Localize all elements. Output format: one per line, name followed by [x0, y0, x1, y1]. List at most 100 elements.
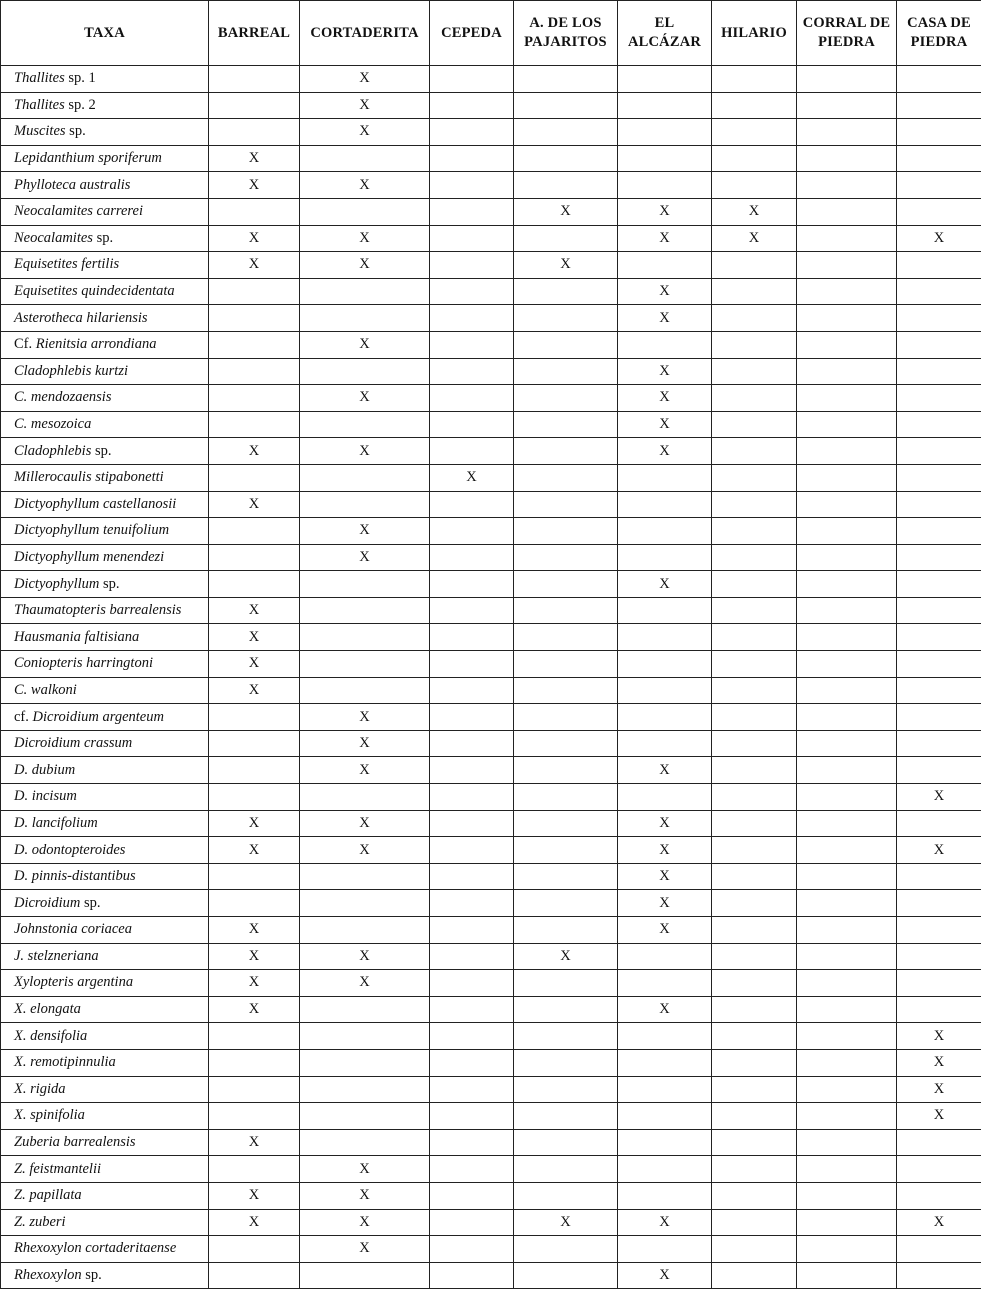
occurrence-cell [299, 650, 430, 678]
occurrence-cell [796, 889, 897, 917]
occurrence-cell: X [617, 224, 712, 253]
occurrence-cell [208, 1022, 300, 1050]
taxon-cell: Millerocaulis stipabonetti [0, 463, 209, 492]
occurrence-cell: X [896, 1048, 981, 1077]
taxon-cell: C. walkoni [0, 676, 209, 705]
table-row: X. densifolia X [0, 1022, 981, 1050]
table-row: Muscites sp. X [0, 118, 981, 146]
occurrence-cell [617, 1022, 712, 1050]
occurrence-cell [711, 809, 797, 838]
occurrence-cell [429, 490, 514, 519]
occurrence-cell [513, 1048, 618, 1077]
taxon-name: Coniopteris harringtoni [14, 655, 153, 672]
occurrence-cell [896, 1128, 981, 1157]
taxon-cell: Asterotheca hilariensis [0, 304, 209, 332]
occurrence-cell [896, 969, 981, 997]
occurrence-cell: X [208, 809, 300, 838]
occurrence-cell [617, 969, 712, 997]
taxon-name: C. mendozaensis [14, 389, 112, 406]
occurrence-cell [711, 144, 797, 173]
column-header: CASA DE PIEDRA [896, 0, 981, 66]
occurrence-cell [208, 384, 300, 412]
occurrence-cell [208, 65, 300, 93]
occurrence-cell [513, 1261, 618, 1290]
table-row: Thaumatopteris barrealensis X [0, 596, 981, 625]
occurrence-cell [896, 277, 981, 306]
occurrence-cell [617, 1235, 712, 1263]
taxon-name: Thaumatopteris barrealensis [14, 602, 182, 619]
occurrence-cell [896, 517, 981, 545]
occurrence-cell: X [208, 969, 300, 997]
table-row: Thallites sp. 1 X [0, 65, 981, 93]
occurrence-cell [711, 517, 797, 545]
occurrence-cell [513, 410, 618, 439]
occurrence-cell [796, 304, 897, 332]
taxon-name: Dicroidium argenteum [32, 708, 164, 725]
occurrence-cell [796, 969, 897, 997]
occurrence-cell [299, 862, 430, 891]
occurrence-cell [711, 91, 797, 120]
occurrence-cell: X [513, 1208, 618, 1237]
taxon-cell: Xylopteris argentina [0, 969, 209, 997]
occurrence-cell [513, 756, 618, 785]
table-row: Cf. Rienitsia arrondiana X [0, 330, 981, 359]
occurrence-cell [896, 570, 981, 598]
occurrence-cell [617, 251, 712, 279]
occurrence-cell [513, 836, 618, 864]
occurrence-cell [796, 197, 897, 226]
occurrence-cell [796, 703, 897, 731]
occurrence-cell [617, 65, 712, 93]
taxon-cell: cf. Dicroidium argenteum [0, 703, 209, 731]
taxon-name: J. stelzneriana [14, 947, 99, 964]
occurrence-cell [429, 1128, 514, 1157]
occurrence-cell [299, 1261, 430, 1290]
taxon-cell: Johnstonia coriacea [0, 916, 209, 944]
occurrence-cell [711, 942, 797, 971]
occurrence-cell: X [208, 650, 300, 678]
occurrence-cell [513, 277, 618, 306]
column-header: TAXA [0, 0, 209, 66]
column-header: EL ALCÁZAR [617, 0, 712, 66]
taxon-name: Equisetites fertilis [14, 256, 120, 273]
taxon-name: D. pinnis-distantibus [14, 868, 136, 885]
occurrence-cell [711, 916, 797, 944]
occurrence-cell [429, 1022, 514, 1050]
occurrence-cell: X [299, 809, 430, 838]
column-header: CORRAL DE PIEDRA [796, 0, 897, 66]
occurrence-cell [896, 118, 981, 146]
occurrence-cell [429, 703, 514, 731]
table-row: Coniopteris harringtoni X [0, 650, 981, 678]
occurrence-cell [429, 650, 514, 678]
taxon-cell: Neocalamites carrerei [0, 197, 209, 226]
table-row: Rhexoxylon sp. X [0, 1261, 981, 1290]
occurrence-cell [796, 1048, 897, 1077]
occurrence-cell [429, 277, 514, 306]
occurrence-cell [896, 543, 981, 572]
occurrence-cell [429, 596, 514, 625]
occurrence-cell [299, 277, 430, 306]
table-row: Equisetites fertilis X X X [0, 251, 981, 279]
occurrence-cell: X [513, 197, 618, 226]
taxon-cell: Z. papillata [0, 1181, 209, 1210]
occurrence-cell [429, 251, 514, 279]
taxon-name: Phylloteca australis [14, 176, 131, 193]
table-row: Cladophlebis kurtzi X [0, 357, 981, 386]
occurrence-cell [617, 1048, 712, 1077]
occurrence-cell [208, 543, 300, 572]
occurrence-cell [208, 862, 300, 891]
occurrence-cell [513, 1181, 618, 1210]
occurrence-cell: X [617, 809, 712, 838]
occurrence-cell [513, 357, 618, 386]
taxon-cell: Cladophlebis sp. [0, 437, 209, 465]
occurrence-cell: X [299, 1155, 430, 1183]
occurrence-cell [429, 65, 514, 93]
table-row: Dictyophyllum tenuifolium X [0, 517, 981, 545]
occurrence-cell [896, 384, 981, 412]
occurrence-cell: X [208, 224, 300, 253]
occurrence-cell [208, 703, 300, 731]
taxon-cell: Thaumatopteris barrealensis [0, 596, 209, 625]
taxon-cell: Cladophlebis kurtzi [0, 357, 209, 386]
occurrence-cell [513, 1155, 618, 1183]
occurrence-cell [617, 171, 712, 199]
occurrence-cell [429, 916, 514, 944]
